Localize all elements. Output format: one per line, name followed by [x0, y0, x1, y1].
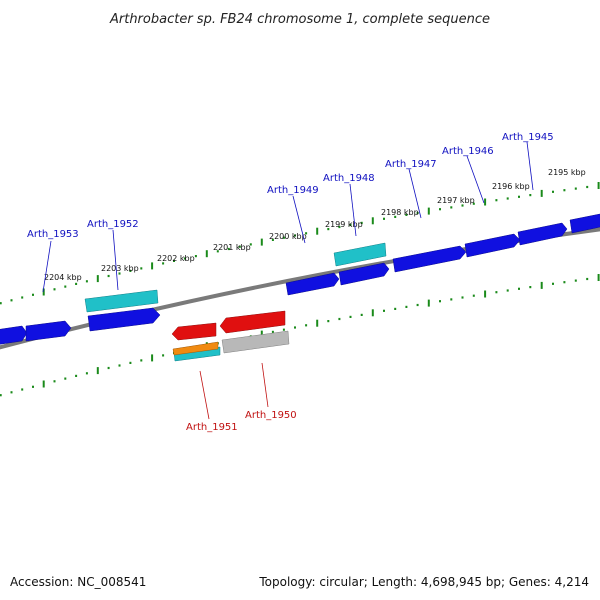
map-title: Arthrobacter sp. FB24 chromosome 1, comp… [109, 12, 490, 27]
gene-arrow-forward[interactable] [0, 325, 28, 345]
gene-block-gray[interactable] [221, 330, 290, 354]
gene-label-forward[interactable]: Arth_1952 [87, 219, 139, 230]
kbp-label: 2202 kbp [157, 254, 195, 263]
gene-label-reverse[interactable]: Arth_1951 [186, 422, 238, 433]
leader-line [42, 240, 52, 293]
gene-label-forward[interactable]: Arth_1953 [27, 229, 79, 240]
gene-arrow-forward[interactable] [517, 222, 568, 246]
kbp-label: 2195 kbp [548, 168, 586, 177]
gene-label-forward[interactable]: Arth_1949 [267, 185, 319, 196]
gene-arrow-forward[interactable] [87, 307, 161, 332]
kbp-label: 2203 kbp [101, 264, 139, 273]
gene-arrow-forward[interactable] [25, 320, 72, 342]
gene-arrow-forward[interactable] [338, 262, 390, 286]
kbp-label: 2201 kbp [213, 243, 251, 252]
kbp-label: 2204 kbp [44, 273, 82, 282]
rna-gene-block[interactable] [84, 289, 159, 313]
gene-arrow-forward[interactable] [464, 233, 521, 258]
leader-line [112, 229, 119, 291]
reverse-strand-genes [171, 310, 290, 356]
leader-line [349, 183, 357, 237]
leader-line [261, 362, 269, 408]
gene-label-forward[interactable]: Arth_1946 [442, 146, 494, 157]
leader-line [292, 195, 306, 244]
kbp-labels: 2195 kbp 2196 kbp 2197 kbp 2198 kbp 2199… [44, 168, 586, 282]
gene-arrow-forward[interactable] [569, 213, 600, 234]
accession: Accession: NC_008541 [10, 575, 146, 589]
gene-labels: Arth_1945 Arth_1946 Arth_1947 Arth_1948 … [27, 132, 554, 433]
leader-line [466, 155, 485, 204]
kbp-label: 2198 kbp [381, 208, 419, 217]
kbp-label: 2196 kbp [492, 182, 530, 191]
gene-arrow-forward[interactable] [392, 245, 467, 273]
leader-line [526, 141, 534, 191]
gene-label-forward[interactable]: Arth_1945 [502, 132, 554, 143]
gene-arrow-reverse[interactable] [172, 341, 219, 356]
gene-label-forward[interactable]: Arth_1947 [385, 159, 437, 170]
kbp-label: 2197 kbp [437, 196, 475, 205]
leader-line [199, 370, 210, 420]
upper-tick-track [0, 182, 600, 305]
gene-arrow-forward[interactable] [285, 272, 340, 296]
genome-summary: Topology: circular; Length: 4,698,945 bp… [258, 575, 589, 589]
forward-strand-genes [0, 213, 600, 345]
gene-label-forward[interactable]: Arth_1948 [323, 173, 375, 184]
kbp-label: 2200 kbp [269, 232, 307, 241]
leader-line [408, 168, 422, 219]
rna-gene-block[interactable] [333, 242, 387, 267]
gene-arrow-reverse[interactable] [219, 310, 286, 334]
gene-label-reverse[interactable]: Arth_1950 [245, 410, 297, 421]
gene-arrow-reverse[interactable] [171, 322, 217, 341]
kbp-label: 2199 kbp [325, 220, 363, 229]
